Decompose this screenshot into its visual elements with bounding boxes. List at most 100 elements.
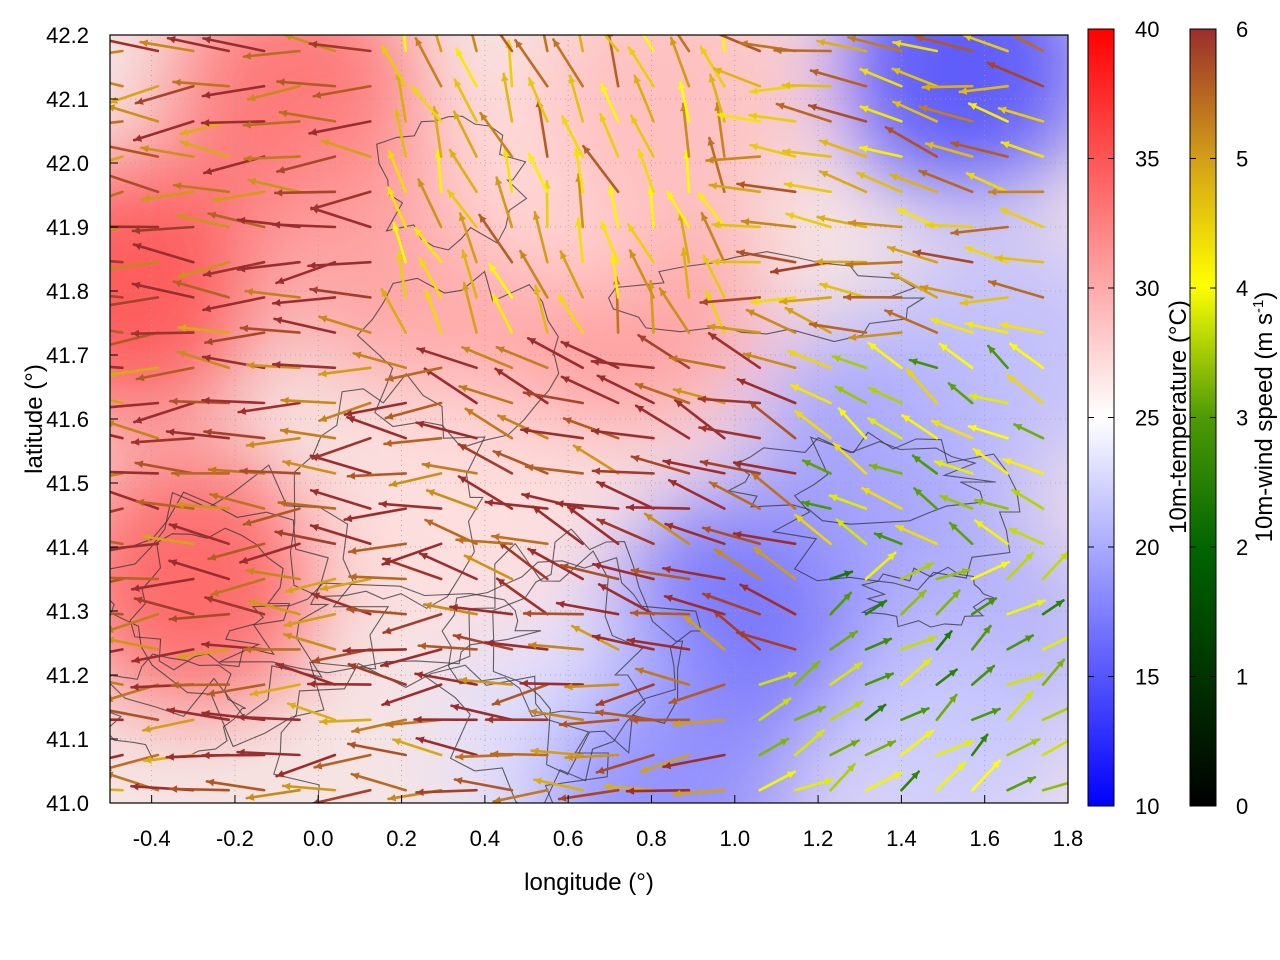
wind-vector-head (458, 444, 467, 451)
wind-vector-head (829, 494, 838, 502)
wind-vector-head (348, 663, 357, 671)
wind-vector-shaft (816, 39, 868, 53)
wind-vector-shaft (310, 206, 372, 229)
wind-vector-head (348, 741, 356, 749)
wind-vector-shaft (130, 436, 195, 444)
wind-vector (639, 753, 691, 774)
wind-vector (721, 35, 726, 53)
wind-vector (1006, 599, 1046, 616)
wind-vector-head (131, 329, 140, 338)
wind-vector-shaft (110, 753, 124, 760)
wind-vector-shaft (574, 147, 585, 194)
wind-vector-head (349, 573, 357, 581)
wind-vector-head (276, 662, 285, 671)
wind-vector-head (246, 793, 255, 801)
wind-vector-head (110, 625, 114, 633)
wind-vector (380, 287, 408, 334)
wind-vector (564, 682, 620, 691)
wind-vector (919, 284, 974, 299)
wind-vector-head (66, 586, 74, 593)
wind-vector-shaft (135, 366, 195, 381)
wind-vector (527, 641, 585, 651)
wind-vector-shaft (527, 77, 549, 123)
wind-vector-head (788, 350, 797, 358)
wind-vector (859, 67, 903, 88)
wind-vector (395, 251, 408, 299)
wind-vector-head (1030, 739, 1039, 747)
wind-vector (239, 467, 301, 475)
wind-vector (239, 324, 301, 334)
wind-vector-shaft (495, 577, 549, 616)
wind-vector-head (995, 254, 1003, 263)
wind-vector-shaft (708, 136, 726, 194)
wind-vector-shaft (309, 524, 372, 546)
wind-vector-head (839, 408, 847, 417)
wind-vector-shaft (497, 414, 549, 440)
wind-vector-head (243, 120, 251, 129)
wind-vector (1041, 550, 1068, 581)
wind-vector-head (597, 375, 606, 383)
wind-vector-head (820, 139, 829, 147)
wind-vector (560, 375, 620, 405)
wind-vector (243, 154, 301, 163)
wind-vector-head (489, 264, 497, 273)
wind-vector-shaft (625, 788, 691, 793)
wind-vector (1011, 488, 1045, 510)
wind-vector-shaft (633, 74, 655, 123)
wind-vector-shaft (242, 507, 301, 526)
wind-vector (520, 426, 585, 440)
wind-vector-head (935, 460, 944, 468)
wind-vector (669, 36, 691, 88)
wind-vector (705, 155, 762, 164)
wind-vector (236, 748, 301, 757)
wind-vector-shaft (245, 788, 301, 800)
wind-vector (668, 355, 726, 370)
wind-vector (578, 35, 585, 53)
wind-vector (318, 401, 372, 423)
wind-vector (914, 35, 974, 53)
wind-vector (205, 778, 266, 792)
wind-vector-shaft (808, 322, 868, 334)
wind-vector-shaft (200, 120, 266, 125)
wind-vector (168, 559, 231, 581)
wind-vector-head (975, 498, 983, 506)
wind-vector (202, 260, 266, 278)
wind-vector-head (531, 747, 539, 756)
wind-vector (310, 788, 372, 803)
wind-vector-shaft (177, 325, 231, 334)
wind-vector-shaft (520, 428, 585, 440)
wind-vector-head (246, 440, 255, 449)
wind-vector (905, 367, 939, 405)
wind-vector-head (131, 782, 139, 791)
wind-vector-head (110, 104, 116, 112)
wind-speed-colorbar-tick-label: 2 (1236, 535, 1248, 560)
wind-vector (347, 662, 408, 686)
wind-vector-head (882, 638, 891, 646)
wind-vector-head (534, 777, 542, 785)
wind-vector-shaft (397, 251, 408, 299)
wind-vector-head (501, 73, 509, 82)
wind-vector-head (919, 169, 928, 178)
wind-vector-shaft (778, 296, 832, 304)
wind-vector (312, 84, 372, 99)
contour-line (771, 431, 1021, 591)
wind-vector-head (135, 97, 144, 105)
wind-vector (595, 753, 655, 774)
wind-vector-head (283, 782, 291, 791)
wind-vector (110, 155, 124, 162)
wind-vector-shaft (959, 296, 1009, 305)
wind-vector-shaft (886, 245, 939, 264)
wind-vector (273, 316, 337, 334)
wind-vector-head (737, 181, 745, 189)
wind-vector-head (458, 213, 467, 222)
wind-vector (110, 680, 124, 686)
wind-vector-shaft (958, 84, 1009, 94)
wind-vector-shaft (527, 643, 585, 651)
wind-vector (478, 213, 514, 264)
wind-vector-shaft (809, 69, 868, 88)
wind-vector (592, 562, 655, 581)
wind-vector-shaft (707, 331, 762, 370)
wind-vector-head (824, 777, 833, 786)
wind-vector (471, 35, 478, 53)
wind-vector (629, 114, 655, 158)
